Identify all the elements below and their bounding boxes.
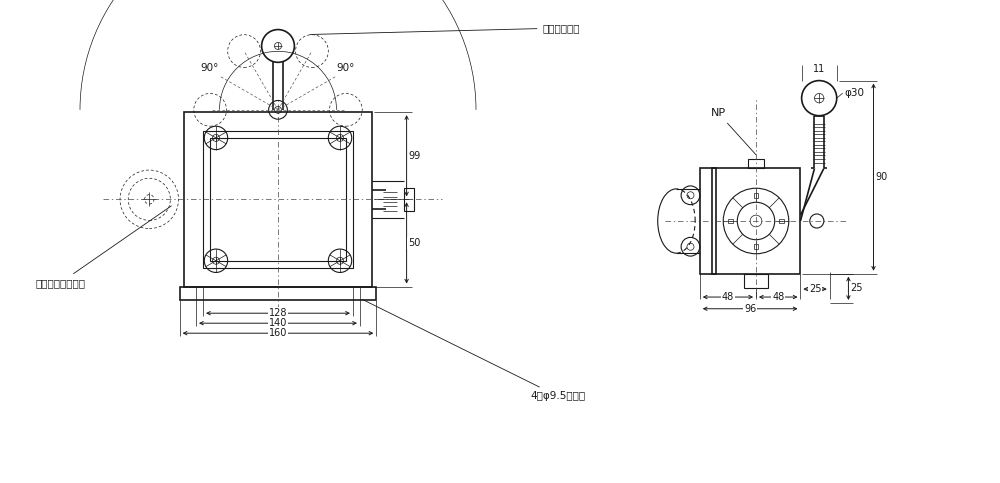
Text: 90°: 90°	[201, 63, 219, 73]
Text: 11: 11	[813, 64, 825, 74]
Text: 90°: 90°	[337, 63, 355, 73]
Text: 50: 50	[408, 238, 421, 248]
Bar	[744, 274, 768, 288]
Text: 128: 128	[269, 308, 287, 318]
Text: 96: 96	[744, 304, 756, 314]
Text: 25: 25	[850, 283, 863, 293]
Bar	[184, 112, 372, 286]
Bar	[754, 193, 758, 198]
Bar	[712, 169, 800, 274]
Text: 4－φ9.5取付穴: 4－φ9.5取付穴	[362, 299, 585, 401]
Text: 防水グランド: 防水グランド	[310, 23, 580, 34]
Text: 99: 99	[408, 151, 421, 161]
Text: 90: 90	[875, 172, 888, 182]
Bar	[754, 244, 758, 249]
Bar	[404, 187, 414, 211]
Bar	[180, 286, 376, 300]
Text: φ30: φ30	[845, 88, 865, 98]
Text: 25: 25	[809, 284, 821, 294]
Text: NP: NP	[711, 108, 756, 155]
Text: ブラインドプラグ: ブラインドプラグ	[35, 206, 171, 288]
Bar	[700, 169, 716, 274]
Bar	[210, 138, 346, 261]
Bar	[779, 219, 784, 223]
Text: 160: 160	[269, 328, 287, 338]
Bar	[748, 159, 764, 169]
Bar	[728, 219, 733, 223]
Text: 48: 48	[772, 292, 784, 302]
Text: 140: 140	[269, 318, 287, 328]
Text: 48: 48	[722, 292, 734, 302]
Bar	[203, 131, 353, 268]
